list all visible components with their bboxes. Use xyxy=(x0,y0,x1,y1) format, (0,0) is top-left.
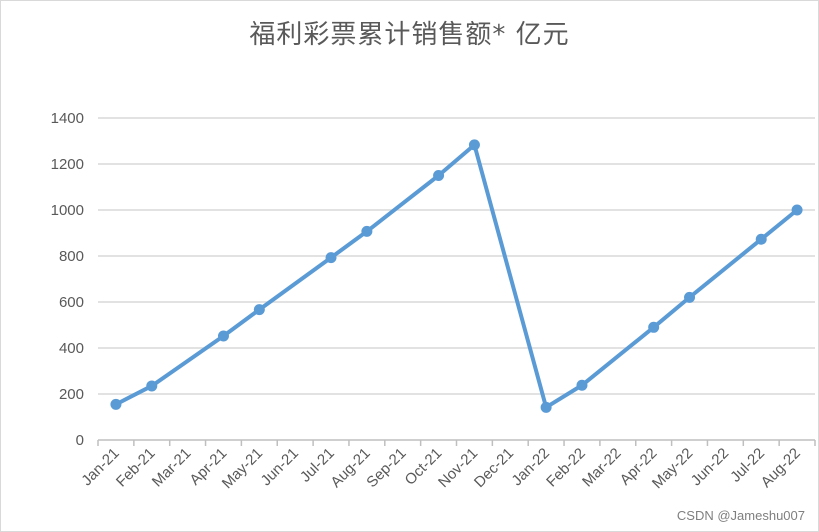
data-point xyxy=(684,291,696,303)
y-tick-label: 1200 xyxy=(51,156,84,173)
x-tick-label: Jun-21 xyxy=(258,445,302,489)
series-line xyxy=(115,142,799,410)
y-tick-label: 600 xyxy=(59,294,84,311)
x-tick-label: Jun-22 xyxy=(688,445,732,489)
series-points xyxy=(110,139,803,413)
chart-title: 福利彩票累计销售额* 亿元 xyxy=(249,20,570,50)
gridlines xyxy=(98,117,815,395)
data-point xyxy=(217,330,229,342)
data-point xyxy=(648,321,660,333)
data-point xyxy=(791,204,803,216)
data-point xyxy=(325,252,337,264)
x-tick-label: May-21 xyxy=(219,445,266,492)
data-point xyxy=(433,170,445,181)
x-axis xyxy=(97,439,816,446)
data-point xyxy=(468,139,480,151)
x-tick-label: May-22 xyxy=(649,445,696,492)
data-point xyxy=(361,225,373,237)
series-line-path xyxy=(115,142,799,410)
y-tick-label: 1400 xyxy=(51,110,84,127)
x-tick-label: Dec-21 xyxy=(471,445,517,491)
y-tick-label: 400 xyxy=(59,340,84,357)
data-point xyxy=(110,398,122,410)
data-point xyxy=(253,304,265,316)
x-tick-label: Mar-22 xyxy=(579,445,625,491)
y-tick-label: 200 xyxy=(59,386,84,403)
y-tick-label: 0 xyxy=(76,432,84,449)
watermark: CSDN @Jameshu007 xyxy=(676,508,805,523)
x-tick-label: Nov-21 xyxy=(435,445,481,491)
y-tick-label: 800 xyxy=(59,248,84,265)
data-point xyxy=(540,401,552,413)
y-tick-label: 1000 xyxy=(51,202,84,219)
data-point xyxy=(576,379,588,391)
x-axis-ticks: Jan-21Feb-21Mar-21Apr-21May-21Jun-21Jul-… xyxy=(78,445,804,492)
x-tick-label: Aug-22 xyxy=(758,445,804,491)
x-tick-label: Mar-21 xyxy=(149,445,195,491)
data-point xyxy=(146,380,158,392)
data-point xyxy=(755,233,767,245)
x-tick-label: Feb-21 xyxy=(113,445,159,491)
y-axis-ticks: 0 200 400 600 800 1000 1200 1400 xyxy=(51,110,84,449)
x-tick-label: Sep-21 xyxy=(363,445,409,491)
x-tick-label: Aug-21 xyxy=(327,445,373,491)
x-tick-label: Feb-22 xyxy=(543,445,589,491)
